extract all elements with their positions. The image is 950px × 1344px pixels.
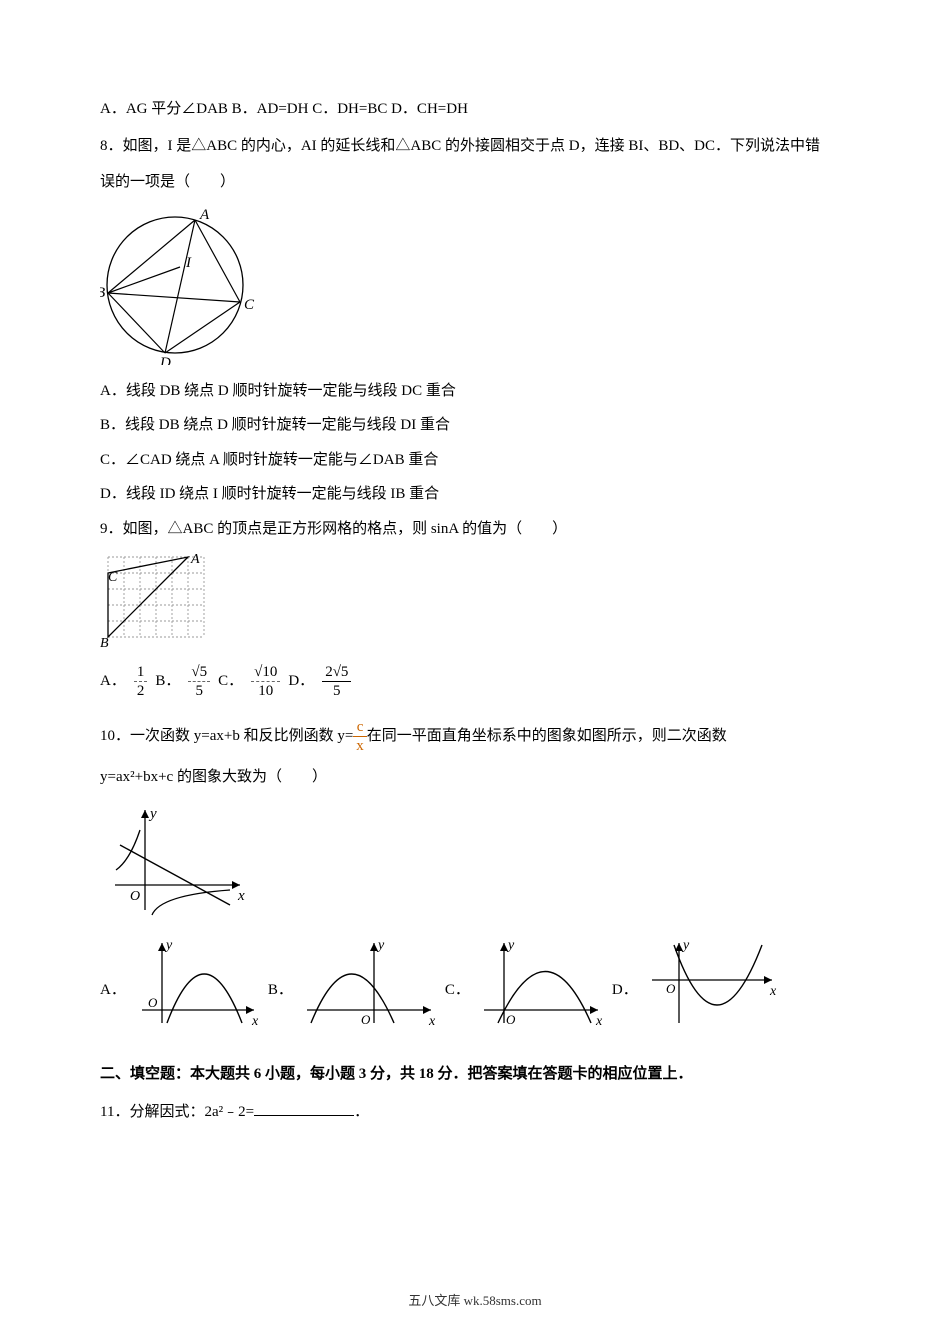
q9-label-a: A． <box>100 667 126 696</box>
q9-label-b: B． <box>155 667 180 696</box>
q9-frac-d-den: 5 <box>322 682 351 700</box>
q10-stem-2: y=ax²+bx+c 的图象大致为（ ） <box>100 763 850 792</box>
q9-frac-b-den: 5 <box>188 682 210 700</box>
q8-option-c: C．∠CAD 绕点 A 顺时针旋转一定能与∠DAB 重合 <box>100 446 850 475</box>
q9-label-d: D． <box>288 667 314 696</box>
q10-frac-den: x <box>353 737 367 755</box>
q9-options: A． 1 2 B． √5 5 C． √10 10 D． 2√5 5 <box>100 663 850 700</box>
q9-frac-a-num: 1 <box>134 663 148 682</box>
svg-text:A: A <box>190 552 200 567</box>
svg-text:x: x <box>251 1014 259 1029</box>
q8-stem-1: 8．如图，I 是△ABC 的内心，AI 的延长线和△ABC 的外接圆相交于点 D… <box>100 132 850 161</box>
svg-text:O: O <box>130 889 140 904</box>
svg-text:D: D <box>159 355 171 365</box>
q10-label-c: C． <box>445 976 470 1005</box>
svg-text:C: C <box>244 297 255 313</box>
svg-text:y: y <box>148 806 157 822</box>
q10-stem-post: 在同一平面直角坐标系中的图象如图所示，则二次函数 <box>367 728 727 744</box>
q10-frac-num: c <box>353 718 367 737</box>
svg-text:y: y <box>164 938 173 953</box>
svg-text:C: C <box>108 570 118 585</box>
q8-stem-2: 误的一项是（ ） <box>100 168 850 197</box>
q8-figure: A B C D I <box>100 205 850 365</box>
q10-graph-b: y x O <box>299 935 439 1030</box>
q9-figure: A B C <box>100 551 850 651</box>
svg-text:A: A <box>199 207 210 223</box>
q9-frac-d: 2√5 5 <box>322 663 351 700</box>
svg-text:x: x <box>595 1014 603 1029</box>
q10-label-a: A． <box>100 976 126 1005</box>
q10-stem-pre: 10．一次函数 y=ax+b 和反比例函数 y= <box>100 728 353 744</box>
q10-frac: c x <box>353 718 367 755</box>
q9-frac-c-num: √10 <box>251 663 280 682</box>
svg-text:y: y <box>376 938 385 953</box>
svg-text:x: x <box>428 1014 436 1029</box>
page-footer: 五八文库 wk.58sms.com <box>0 1289 950 1314</box>
svg-text:B: B <box>100 636 109 651</box>
q11-stem: 11．分解因式：2a²﹣2= ． <box>100 1098 850 1127</box>
svg-text:B: B <box>100 285 105 301</box>
q10-graph-c: y x O <box>476 935 606 1030</box>
q9-frac-c-den: 10 <box>251 682 280 700</box>
q10-graph-d: y x O <box>644 935 779 1030</box>
svg-text:x: x <box>237 888 245 904</box>
q8-option-b: B．线段 DB 绕点 D 顺时针旋转一定能与线段 DI 重合 <box>100 411 850 440</box>
q9-label-c: C． <box>218 667 243 696</box>
svg-text:O: O <box>666 981 676 996</box>
q9-frac-b: √5 5 <box>188 663 210 700</box>
q9-frac-a: 1 2 <box>134 663 148 700</box>
q10-stem: 10．一次函数 y=ax+b 和反比例函数 y= c x 在同一平面直角坐标系中… <box>100 718 850 755</box>
svg-text:y: y <box>506 938 515 953</box>
q8-option-a: A．线段 DB 绕点 D 顺时针旋转一定能与线段 DC 重合 <box>100 377 850 406</box>
q9-frac-b-num: √5 <box>188 663 210 682</box>
q7-options: A．AG 平分∠DAB B．AD=DH C．DH=BC D．CH=DH <box>100 95 850 124</box>
q9-frac-a-den: 2 <box>134 682 148 700</box>
q10-graph-a: y x O <box>132 935 262 1030</box>
q9-stem: 9．如图，△ABC 的顶点是正方形网格的格点，则 sinA 的值为（ ） <box>100 515 850 544</box>
section-2-heading: 二、填空题：本大题共 6 小题，每小题 3 分，共 18 分．把答案填在答题卡的… <box>100 1060 850 1089</box>
q8-option-d: D．线段 ID 绕点 I 顺时针旋转一定能与线段 IB 重合 <box>100 480 850 509</box>
q9-frac-c: √10 10 <box>251 663 280 700</box>
q10-label-d: D． <box>612 976 638 1005</box>
svg-text:x: x <box>769 984 777 999</box>
q11-blank <box>254 1100 354 1116</box>
q9-frac-d-num: 2√5 <box>322 663 351 682</box>
q11-stem-pre: 11．分解因式：2a²﹣2= <box>100 1104 254 1120</box>
q10-label-b: B． <box>268 976 293 1005</box>
q10-main-figure: y x O <box>100 800 850 920</box>
q11-stem-post: ． <box>354 1104 369 1120</box>
svg-text:O: O <box>148 995 158 1010</box>
svg-text:I: I <box>185 255 192 271</box>
svg-text:O: O <box>506 1012 516 1027</box>
q10-options: A． y x O B． y x O C． y x O D． <box>100 935 850 1030</box>
svg-text:O: O <box>361 1012 371 1027</box>
svg-text:y: y <box>681 938 690 953</box>
